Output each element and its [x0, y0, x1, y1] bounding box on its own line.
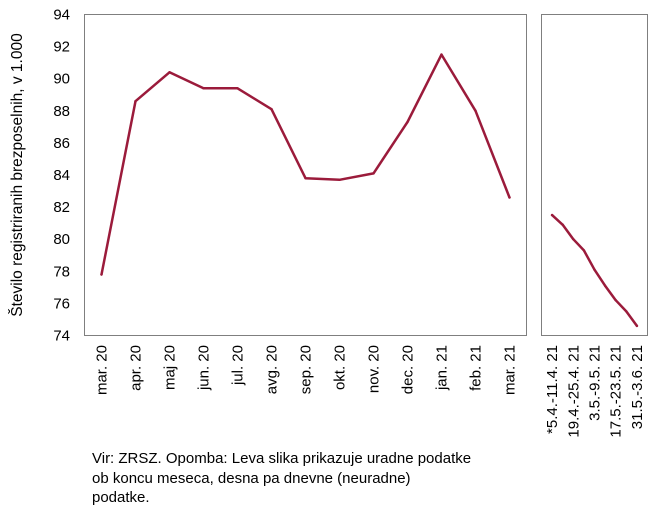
- data-point-weekly: [625, 310, 628, 313]
- data-point-weekly: [635, 324, 639, 328]
- x-tick-label: mar. 21: [502, 345, 519, 395]
- x-tick-label: mar. 20: [94, 345, 111, 395]
- data-point-monthly: [304, 177, 307, 180]
- data-point-monthly: [508, 196, 511, 199]
- y-tick-label: 74: [53, 328, 70, 345]
- series-line-monthly: [100, 53, 511, 276]
- x-tick-label: okt. 20: [332, 345, 349, 390]
- left-plot-area: [84, 14, 527, 336]
- x-tick-label: jan. 21: [434, 345, 451, 391]
- data-point-monthly: [270, 107, 273, 111]
- y-axis-label: Število registriranih brezposelnih, v 1.…: [9, 33, 26, 317]
- y-tick-label: 86: [53, 135, 70, 152]
- data-point-weekly: [603, 284, 607, 287]
- data-point-monthly: [406, 120, 409, 124]
- data-point-monthly: [168, 71, 171, 74]
- x-tick-label: maj 20: [162, 345, 179, 390]
- x-tick-label: jun. 20: [196, 345, 213, 391]
- x-tick-label: nov. 20: [366, 345, 383, 393]
- x-tick-label: 3.5.-9.5. 21: [587, 345, 604, 421]
- y-tick-label: 78: [53, 263, 70, 280]
- data-point-weekly: [561, 223, 564, 226]
- y-tick-label: 92: [53, 39, 70, 56]
- x-tick-label: avg. 20: [264, 345, 281, 394]
- x-tick-label: 19.4.-25.4. 21: [565, 345, 582, 438]
- data-point-weekly: [582, 249, 586, 252]
- data-point-monthly: [202, 87, 205, 90]
- data-point-monthly: [474, 109, 477, 113]
- x-tick-label: 17.5.-23.5. 21: [608, 345, 625, 438]
- data-point-monthly: [100, 273, 103, 276]
- y-tick-label: 80: [53, 231, 70, 248]
- y-tick-label: 90: [53, 71, 70, 88]
- data-point-monthly: [134, 99, 137, 103]
- data-point-weekly: [614, 298, 617, 302]
- x-tick-label: feb. 21: [468, 345, 485, 391]
- data-point-monthly: [236, 87, 239, 90]
- y-tick-label: 94: [53, 7, 70, 24]
- data-point-weekly: [550, 213, 554, 217]
- y-tick-label: 82: [53, 199, 70, 216]
- x-tick-label: jul. 20: [230, 345, 247, 386]
- x-tick-label: sep. 20: [298, 345, 315, 394]
- data-point-monthly: [372, 172, 375, 175]
- data-point-monthly: [338, 178, 341, 182]
- right-plot-area: [541, 14, 648, 336]
- x-tick-label: dec. 20: [400, 345, 417, 394]
- source-note: Vir: ZRSZ. Opomba: Leva slika prikazuje …: [92, 450, 472, 506]
- y-tick-label: 76: [53, 295, 70, 312]
- x-tick-label: 31.5.-3.6. 21: [629, 345, 646, 429]
- y-tick-label: 88: [53, 103, 70, 120]
- x-tick-label: apr. 20: [128, 345, 145, 391]
- data-point-weekly: [572, 238, 575, 241]
- data-point-weekly: [593, 268, 596, 271]
- x-tick-label: *5.4.-11.4. 21: [544, 345, 561, 434]
- y-tick-label: 84: [53, 167, 70, 184]
- data-point-monthly: [440, 53, 443, 56]
